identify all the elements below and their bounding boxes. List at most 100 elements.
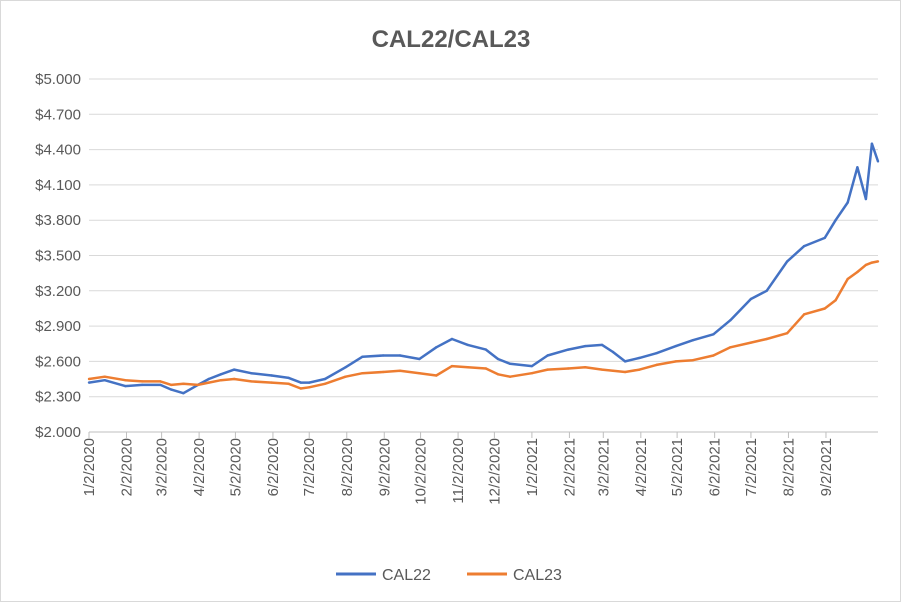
data-point-cal23 bbox=[308, 386, 311, 389]
data-point-cal23 bbox=[584, 366, 587, 369]
data-point-cal22 bbox=[250, 372, 253, 375]
data-point-cal22 bbox=[323, 377, 327, 381]
data-point-cal22 bbox=[546, 354, 549, 357]
data-point-cal22 bbox=[846, 201, 849, 204]
data-point-cal23 bbox=[170, 383, 173, 387]
data-point-cal22 bbox=[299, 381, 302, 384]
data-point-cal23 bbox=[103, 375, 106, 378]
data-point-cal22 bbox=[834, 219, 837, 222]
x-axis-ticks: 1/2/2020 2/2/2020 3/2/2020 4/2/2020 5/2/2020… bbox=[81, 432, 835, 505]
data-point-cal23 bbox=[299, 387, 302, 390]
series-lines bbox=[87, 142, 880, 395]
data-point-cal23 bbox=[712, 354, 715, 357]
data-point-cal23 bbox=[381, 370, 385, 374]
data-point-cal22 bbox=[466, 343, 469, 347]
data-point-cal23 bbox=[159, 380, 162, 383]
data-point-cal23 bbox=[729, 346, 732, 349]
data-point-cal23 bbox=[530, 372, 534, 375]
x-tick-label: 8/2/2021 bbox=[780, 438, 797, 496]
y-axis-ticks: $2.000 $2.300 $2.600 $2.900 $3.200 $3.500 $3.8… bbox=[35, 71, 81, 441]
x-tick-label: 9/2/2020 bbox=[376, 438, 393, 496]
data-point-cal23 bbox=[846, 277, 849, 281]
y-tick-label: $2.900 bbox=[35, 318, 81, 335]
data-point-cal22 bbox=[600, 343, 604, 347]
x-tick-label: 7/2/2021 bbox=[743, 438, 760, 496]
data-point-cal22 bbox=[864, 197, 868, 201]
data-point-cal22 bbox=[638, 356, 641, 360]
data-point-cal22 bbox=[170, 388, 173, 391]
data-point-cal23 bbox=[508, 375, 512, 378]
data-point-cal23 bbox=[691, 359, 695, 362]
data-point-cal22 bbox=[159, 383, 162, 387]
data-point-cal23 bbox=[207, 381, 210, 384]
chart-title: CAL22/CAL23 bbox=[372, 26, 531, 53]
data-point-cal22 bbox=[530, 364, 534, 368]
data-point-cal23 bbox=[287, 382, 290, 385]
data-point-cal23 bbox=[546, 368, 549, 371]
data-point-cal23 bbox=[823, 307, 826, 310]
data-point-cal23 bbox=[803, 313, 806, 316]
x-tick-label: 2/2/2021 bbox=[561, 438, 578, 496]
data-point-cal22 bbox=[308, 381, 311, 384]
data-point-cal22 bbox=[103, 379, 106, 382]
data-point-cal23 bbox=[124, 379, 127, 382]
y-tick-label: $3.200 bbox=[35, 283, 81, 300]
data-point-cal23 bbox=[196, 383, 200, 387]
data-point-cal23 bbox=[864, 263, 868, 267]
y-tick-label: $4.700 bbox=[35, 106, 81, 123]
x-tick-label: 10/2/2020 bbox=[413, 438, 430, 505]
data-point-cal23 bbox=[749, 341, 753, 344]
data-point-cal22 bbox=[87, 381, 91, 384]
data-point-cal23 bbox=[623, 370, 627, 374]
data-point-cal22 bbox=[496, 357, 500, 361]
data-point-cal22 bbox=[344, 366, 347, 369]
data-point-cal23 bbox=[870, 261, 874, 264]
data-point-cal22 bbox=[870, 142, 874, 145]
data-point-cal23 bbox=[567, 367, 570, 370]
data-point-cal23 bbox=[219, 379, 223, 382]
data-point-cal23 bbox=[876, 260, 880, 263]
data-point-cal22 bbox=[803, 244, 806, 248]
data-point-cal22 bbox=[786, 260, 789, 263]
data-point-cal22 bbox=[233, 368, 236, 371]
data-point-cal23 bbox=[484, 367, 488, 370]
data-point-cal22 bbox=[435, 346, 438, 349]
data-point-cal23 bbox=[466, 366, 469, 369]
x-tick-label: 3/2/2020 bbox=[154, 438, 171, 496]
data-point-cal23 bbox=[765, 337, 768, 341]
data-point-cal23 bbox=[786, 332, 789, 335]
data-point-cal22 bbox=[655, 352, 658, 355]
y-tick-label: $3.800 bbox=[35, 212, 81, 229]
data-point-cal23 bbox=[450, 364, 454, 368]
grid-lines bbox=[89, 78, 878, 433]
series-line-cal22 bbox=[88, 142, 880, 395]
data-point-cal22 bbox=[611, 350, 615, 354]
data-point-cal22 bbox=[749, 297, 753, 301]
data-point-cal23 bbox=[141, 380, 144, 383]
data-point-cal22 bbox=[765, 289, 768, 292]
data-point-cal22 bbox=[418, 357, 421, 361]
data-point-cal23 bbox=[496, 373, 500, 376]
data-point-cal22 bbox=[381, 354, 385, 357]
data-point-cal23 bbox=[435, 374, 438, 377]
data-point-cal22 bbox=[584, 344, 587, 348]
data-point-cal23 bbox=[250, 380, 253, 383]
x-tick-label: 8/2/2020 bbox=[339, 438, 356, 496]
x-tick-label: 6/2/2021 bbox=[707, 438, 724, 496]
data-point-cal23 bbox=[361, 372, 364, 375]
y-tick-label: $5.000 bbox=[35, 71, 81, 88]
data-point-cal23 bbox=[611, 369, 615, 372]
data-point-cal22 bbox=[450, 337, 454, 341]
data-point-cal23 bbox=[674, 360, 678, 363]
data-point-cal22 bbox=[361, 355, 364, 358]
x-tick-label: 7/2/2020 bbox=[301, 438, 318, 496]
data-point-cal22 bbox=[219, 373, 223, 376]
x-tick-label: 4/2/2020 bbox=[191, 438, 208, 496]
data-point-cal22 bbox=[567, 348, 570, 351]
data-point-cal22 bbox=[823, 236, 826, 240]
data-point-cal23 bbox=[418, 372, 421, 375]
y-tick-label: $2.000 bbox=[35, 424, 81, 441]
data-point-cal22 bbox=[124, 384, 127, 388]
data-point-cal22 bbox=[182, 392, 185, 395]
